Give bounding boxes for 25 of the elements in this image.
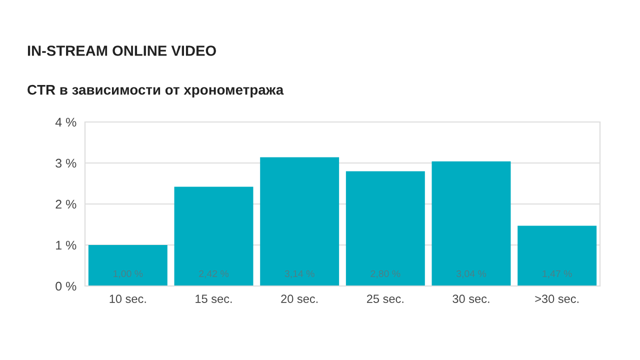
x-tick-label: 20 sec. [281, 294, 318, 304]
y-tick-label: 2 % [56, 200, 76, 209]
chart-title: IN-STREAM ONLINE VIDEO [28, 46, 216, 56]
chart-subtitle: CTR в зависимости от хронометража [28, 84, 284, 98]
x-tick-label: 25 sec. [366, 294, 404, 304]
data-label: 2,42 % [199, 270, 229, 278]
data-label: 1,47 % [542, 270, 572, 278]
bar [432, 161, 511, 286]
y-tick-label: 0 % [56, 282, 76, 291]
data-label: 2,80 % [370, 270, 400, 278]
x-tick-label: 30 sec. [452, 294, 490, 304]
x-tick-label: 10 sec. [110, 294, 146, 304]
y-tick-label: 4 % [55, 118, 76, 127]
y-tick-label: 3 % [56, 158, 76, 168]
data-label: 1,00 % [114, 270, 143, 278]
data-label: 3,04 % [456, 270, 486, 278]
bar [518, 226, 597, 286]
x-tick-label: >30 sec. [535, 294, 578, 304]
bar [174, 186, 254, 286]
bar [88, 245, 168, 286]
data-label: 3,14 % [284, 270, 314, 278]
x-tick-label: 15 sec. [196, 294, 232, 304]
bar [346, 171, 425, 286]
y-tick-label: 1 % [56, 240, 76, 250]
bar [260, 157, 340, 286]
